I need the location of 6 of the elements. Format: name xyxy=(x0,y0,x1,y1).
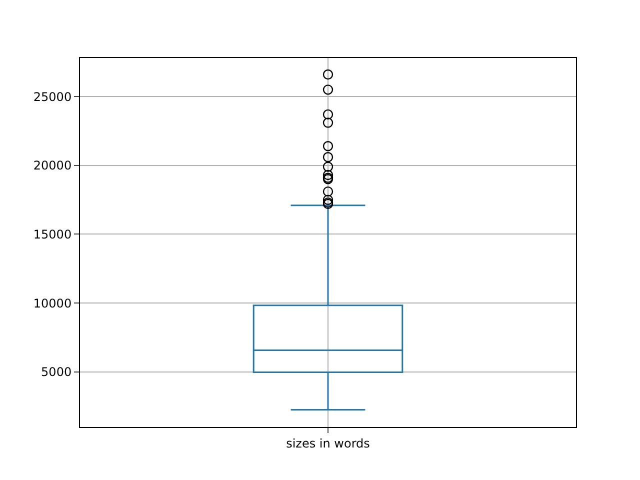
y-tick-label: 25000 xyxy=(33,90,72,104)
y-tick-label: 5000 xyxy=(41,365,72,380)
y-tick-label: 20000 xyxy=(33,158,72,173)
y-tick-label: 10000 xyxy=(33,296,72,310)
y-tick-label: 15000 xyxy=(33,227,72,242)
x-tick-label: sizes in words xyxy=(286,436,370,450)
